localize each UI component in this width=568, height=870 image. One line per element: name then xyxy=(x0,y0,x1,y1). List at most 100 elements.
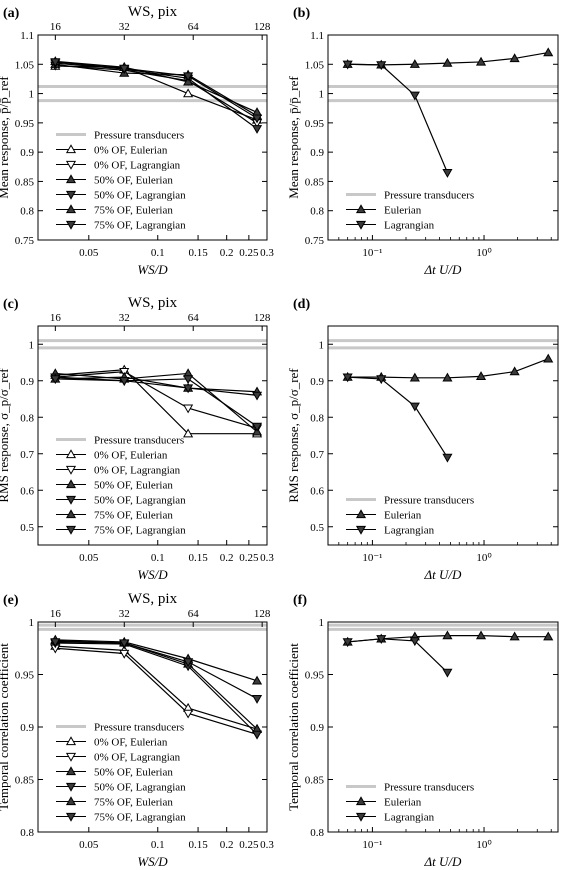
x-tick-label: 10⁻¹ xyxy=(362,839,382,851)
legend-swatch-marker xyxy=(65,796,77,806)
y-tick-label: 0.85 xyxy=(305,176,325,188)
x-axis-label: WS/D xyxy=(137,854,168,869)
legend-label: Lagrangian xyxy=(384,220,435,232)
x-tick-label: 10⁻¹ xyxy=(362,552,382,564)
chart-panel-f: 0.8 0.85 0.9 0.95 1 10⁻¹ 10⁰ Δt U/D Temporal cor… xyxy=(286,593,559,869)
legend-swatch-marker xyxy=(65,766,77,776)
y-tick-label: 0.5 xyxy=(310,522,324,534)
y-tick-label: 0.75 xyxy=(305,235,325,247)
y-axis-label: Mean response, p̄/p̄_ref xyxy=(286,76,301,199)
y-tick-label: 0.7 xyxy=(310,449,324,461)
legend-swatch-marker xyxy=(65,449,77,459)
top-axis-label: WS, pix xyxy=(128,4,178,20)
legend: Pressure transducers 0% OF, Eulerian 0% OF… xyxy=(56,435,186,537)
legend-swatch-marker xyxy=(65,509,77,519)
x-tick-label: 0.3 xyxy=(260,247,274,259)
y-tick-label: 0.95 xyxy=(15,118,35,130)
legend-label: 50% OF, Lagrangian xyxy=(94,190,186,202)
top-tick-label: 128 xyxy=(254,312,271,324)
data-point-marker xyxy=(251,695,263,704)
y-tick-label: 1 xyxy=(29,339,35,351)
x-tick-label: 0.15 xyxy=(188,247,208,259)
y-tick-label: 0.95 xyxy=(305,118,325,130)
data-point-marker xyxy=(409,637,420,647)
y-tick-label: 0.5 xyxy=(20,522,34,534)
data-point-marker xyxy=(251,107,263,116)
legend-label: 75% OF, Lagrangian xyxy=(94,220,186,232)
legend-label: Pressure transducers xyxy=(384,782,474,794)
legend-swatch-marker xyxy=(65,736,77,746)
x-tick-label: 0.25 xyxy=(239,552,259,564)
top-tick-label: 16 xyxy=(50,608,62,620)
top-axis-label: WS, pix xyxy=(128,591,178,607)
data-point-marker xyxy=(119,64,130,74)
y-tick-label: 0.8 xyxy=(20,206,34,218)
data-point-marker xyxy=(183,384,194,394)
data-point-marker xyxy=(376,61,387,71)
data-point-marker xyxy=(119,649,130,659)
series-line xyxy=(55,376,258,427)
series-line xyxy=(55,62,258,130)
top-tick-label: 64 xyxy=(188,312,200,324)
series-line xyxy=(347,638,448,673)
top-tick-label: 16 xyxy=(50,21,62,33)
y-tick-label: 0.8 xyxy=(310,827,324,839)
legend: Pressure transducers 0% OF, Eulerian 0% OF… xyxy=(56,130,186,232)
legend-swatch-marker xyxy=(355,796,367,806)
y-tick-label: 0.9 xyxy=(20,722,34,734)
plot-frame xyxy=(37,34,268,241)
data-point-marker xyxy=(342,373,353,383)
y-axis-label: RMS response, σ_p/σ_ref xyxy=(286,368,301,503)
data-point-marker xyxy=(183,658,194,668)
panel-label: (b) xyxy=(293,6,310,21)
x-tick-label: 0.05 xyxy=(79,839,99,851)
legend-label: Eulerian xyxy=(384,797,422,809)
legend-label: 0% OF, Lagrangian xyxy=(94,752,181,764)
chart-panel-d: 0.5 0.6 0.7 0.8 0.9 1 10⁻¹ 10⁰ Δt U/D RMS respons… xyxy=(286,297,559,582)
x-tick-label: 10⁰ xyxy=(476,247,492,259)
x-tick-label: 0.3 xyxy=(260,552,274,564)
data-point-marker xyxy=(183,428,194,438)
plot-frame xyxy=(37,325,268,546)
legend-label: 0% OF, Eulerian xyxy=(94,145,168,157)
legend-label: Eulerian xyxy=(384,510,422,522)
legend-swatch-marker xyxy=(65,220,77,230)
legend-swatch-marker xyxy=(65,479,77,489)
legend-label: Pressure transducers xyxy=(94,130,184,142)
legend-label: 0% OF, Eulerian xyxy=(94,450,168,462)
data-point-marker xyxy=(119,639,130,649)
y-tick-label: 0.85 xyxy=(15,176,35,188)
x-tick-label: 0.1 xyxy=(151,247,165,259)
y-tick-label: 0.6 xyxy=(20,485,34,497)
legend: Pressure transducers Eulerian Lagrangian xyxy=(346,495,474,537)
data-point-marker xyxy=(442,168,453,178)
legend-swatch-marker xyxy=(65,465,77,475)
legend: Pressure transducers 0% OF, Eulerian 0% OF… xyxy=(56,722,186,824)
data-point-marker xyxy=(50,638,61,648)
chart-panel-a: 0.75 0.8 0.85 0.9 0.95 1 1.05 1.1 0.05 0.1 0.15 0.2… xyxy=(0,4,274,277)
top-tick-label: 32 xyxy=(119,21,130,33)
data-point-marker xyxy=(119,377,130,386)
data-point-marker xyxy=(509,631,520,641)
x-axis-label: WS/D xyxy=(137,567,168,582)
data-point-marker xyxy=(183,76,194,86)
data-point-marker xyxy=(475,56,487,66)
series-line xyxy=(55,61,258,119)
series-line xyxy=(347,63,448,173)
data-point-marker xyxy=(183,72,194,82)
data-point-marker xyxy=(183,404,194,414)
series-line xyxy=(55,641,258,700)
y-tick-label: 0.9 xyxy=(20,376,34,388)
x-tick-label: 0.15 xyxy=(188,552,208,564)
legend-label: 0% OF, Eulerian xyxy=(94,737,168,749)
data-point-marker xyxy=(183,709,194,719)
legend-swatch-marker xyxy=(355,812,367,822)
legend-swatch-marker xyxy=(65,174,77,184)
data-point-marker xyxy=(409,59,420,68)
x-tick-label: 0.15 xyxy=(188,839,208,851)
legend-label: 0% OF, Lagrangian xyxy=(94,160,181,172)
y-tick-label: 0.8 xyxy=(310,412,324,424)
data-point-marker xyxy=(475,371,487,381)
legend-label: Eulerian xyxy=(384,205,422,217)
